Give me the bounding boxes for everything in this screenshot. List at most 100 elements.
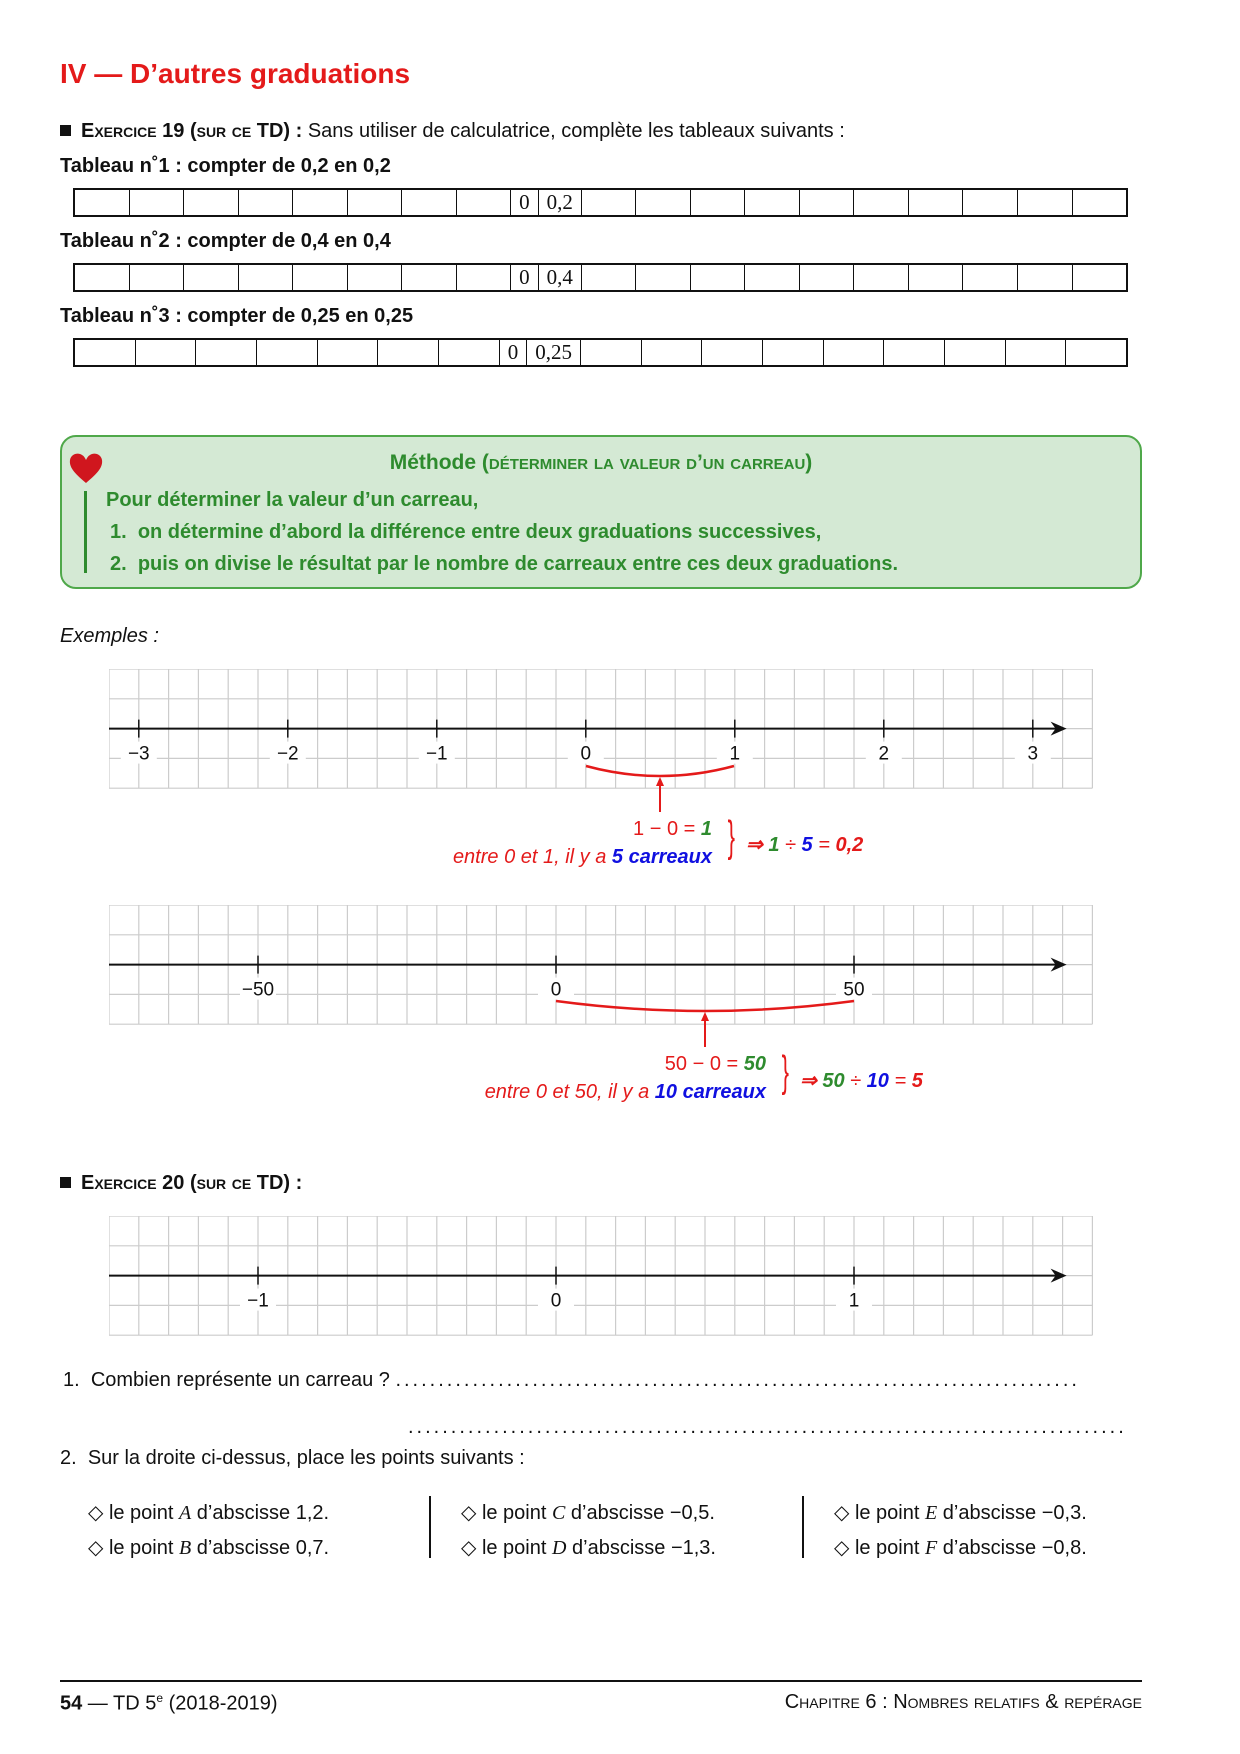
table-cell[interactable] [945,340,1006,365]
table-cell[interactable] [457,190,512,215]
table-cell[interactable] [293,265,348,290]
example-2-result: ⇒ 50 ÷ 10 = 5 [800,1070,923,1092]
table-cell[interactable] [854,190,909,215]
table-cell[interactable] [457,265,512,290]
tick-label: 50 [843,980,864,1001]
table-cell[interactable] [1018,265,1073,290]
table-cell[interactable] [884,340,945,365]
point-item: ◇ le point C d’abscisse −0,5. [461,1502,715,1524]
table-cell[interactable] [196,340,258,365]
table-cell: 0 [500,340,528,365]
table-cell[interactable] [963,265,1018,290]
point-item: ◇ le point E d’abscisse −0,3. [834,1502,1087,1524]
answer-line[interactable]: ........................................… [395,1369,1080,1391]
point-item: ◇ le point D d’abscisse −1,3. [461,1537,716,1559]
table-cell[interactable] [184,265,239,290]
tick-label: −2 [277,744,299,765]
table-cell[interactable] [75,190,130,215]
example-1-count: entre 0 et 1, il y a 5 carreaux [452,846,712,868]
number-line-exercise-20: −1 0 1 [109,1216,1094,1336]
square-bullet-icon [60,125,71,136]
table-cell[interactable] [1066,340,1126,365]
table-2: 0 0,4 [73,263,1128,292]
answer-line-2[interactable]: ........................................… [408,1416,1127,1438]
tick-label-bg [269,741,306,764]
tick-label-bg [567,741,604,764]
table-cell: 0 [511,265,539,290]
table-cell[interactable] [642,340,703,365]
table-cell[interactable] [439,340,500,365]
table-cell[interactable] [130,190,185,215]
table-cell[interactable] [348,190,403,215]
exercise-20-heading: Exercice 20 (sur ce TD) : [60,1172,302,1195]
example-1-result: ⇒ 1 ÷ 5 = 0,2 [746,834,864,856]
table-cell[interactable] [909,190,964,215]
table-cell[interactable] [963,190,1018,215]
examples-label: Exemples : [60,625,159,647]
square-bullet-icon [60,1177,71,1188]
arrow-icon [1050,721,1067,736]
section-title: IV — D’autres graduations [60,58,411,89]
table-cell[interactable] [581,340,642,365]
column-divider [429,1496,431,1558]
column-divider [802,1496,804,1558]
question-2: 2. Sur la droite ci-dessus, place les po… [60,1447,525,1469]
table-cell[interactable] [1018,190,1073,215]
table-3: 0 0,25 [73,338,1128,367]
question-1: 1. Combien représente un carreau ? .....… [63,1369,1080,1391]
table-cell[interactable] [800,265,855,290]
tick-label-bg [120,741,157,764]
table-cell[interactable] [691,190,746,215]
table-cell[interactable] [378,340,440,365]
table-cell[interactable] [75,340,136,365]
table-cell[interactable] [636,265,691,290]
table-cell[interactable] [130,265,185,290]
table-cell[interactable] [402,190,457,215]
number-line-example-2: −50 0 50 [109,905,1094,1025]
tick-label-bg [538,977,574,1000]
table-cell: 0 [511,190,539,215]
example-1-difference: 1 − 0 = 1 [633,818,712,840]
table-2-label: Tableau n˚2 : compter de 0,4 en 0,4 [60,230,391,252]
table-cell[interactable] [636,190,691,215]
number-line-example-1: −3 −2 −1 0 1 2 3 [109,669,1094,789]
table-cell[interactable] [293,190,348,215]
brace-example-1 [585,764,735,812]
table-cell[interactable] [402,265,457,290]
tick-label-bg [538,1288,574,1311]
table-cell[interactable] [854,265,909,290]
table-cell[interactable] [239,265,294,290]
table-cell[interactable] [824,340,885,365]
tick-label-bg [836,1288,872,1311]
table-cell[interactable] [1073,265,1127,290]
footer-rule [60,1680,1142,1682]
table-cell[interactable] [582,265,637,290]
table-cell[interactable] [348,265,403,290]
table-cell[interactable] [239,190,294,215]
table-cell[interactable] [745,190,800,215]
tick-label: 1 [730,744,741,765]
table-cell[interactable] [800,190,855,215]
table-cell[interactable] [763,340,824,365]
table-cell[interactable] [691,265,746,290]
table-cell[interactable] [75,265,130,290]
point-item: ◇ le point F d’abscisse −0,8. [834,1537,1087,1559]
arrow-icon [1050,1268,1067,1283]
table-cell[interactable] [1073,190,1127,215]
footer-chapter: Chapitre 6 : Nombres relatifs & repérage [784,1691,1142,1713]
tick-label-bg [1014,741,1051,764]
table-cell[interactable] [909,265,964,290]
table-cell[interactable] [136,340,197,365]
footer-left: 54 — TD 5e (2018-2019) [60,1691,278,1715]
table-cell[interactable] [582,190,637,215]
brace-right-icon: } [781,1047,790,1096]
table-cell[interactable] [702,340,763,365]
table-cell[interactable] [745,265,800,290]
table-cell[interactable] [257,340,318,365]
table-cell[interactable] [1006,340,1067,365]
table-cell[interactable] [318,340,379,365]
tick-label-bg [418,741,455,764]
heart-icon [69,453,103,483]
table-cell[interactable] [184,190,239,215]
tick-label: 0 [551,1291,562,1312]
